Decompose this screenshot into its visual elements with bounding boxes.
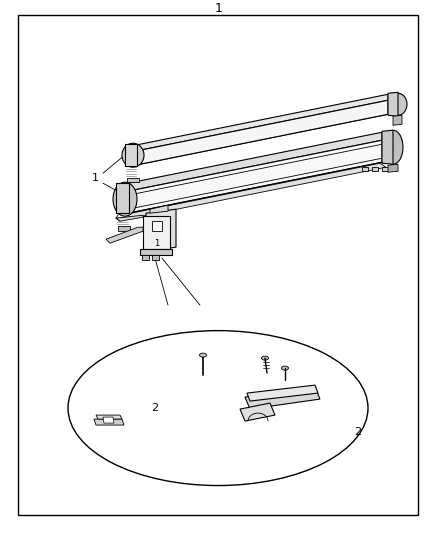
Polygon shape	[94, 419, 124, 425]
Polygon shape	[362, 167, 368, 171]
Polygon shape	[116, 183, 129, 213]
Polygon shape	[382, 167, 388, 171]
Text: 2: 2	[354, 427, 361, 437]
Polygon shape	[116, 215, 143, 221]
Ellipse shape	[68, 330, 368, 486]
Polygon shape	[382, 130, 393, 164]
Polygon shape	[388, 92, 398, 116]
Ellipse shape	[282, 366, 289, 370]
Ellipse shape	[383, 130, 403, 164]
Polygon shape	[126, 163, 386, 218]
Ellipse shape	[199, 353, 206, 357]
Polygon shape	[106, 227, 143, 243]
Polygon shape	[152, 255, 159, 260]
Polygon shape	[128, 140, 382, 213]
Text: 1: 1	[92, 173, 99, 183]
Polygon shape	[135, 94, 388, 151]
Polygon shape	[152, 221, 162, 231]
Polygon shape	[118, 226, 130, 231]
Polygon shape	[142, 255, 149, 260]
Polygon shape	[143, 216, 170, 249]
Text: 1: 1	[215, 2, 223, 15]
Polygon shape	[140, 249, 172, 255]
Polygon shape	[150, 205, 168, 213]
Polygon shape	[96, 415, 122, 419]
Polygon shape	[393, 115, 402, 125]
Polygon shape	[388, 164, 398, 172]
Ellipse shape	[389, 93, 407, 115]
Polygon shape	[146, 209, 176, 251]
Polygon shape	[125, 144, 137, 166]
Polygon shape	[128, 132, 382, 191]
Polygon shape	[127, 178, 139, 182]
Polygon shape	[240, 403, 275, 421]
Ellipse shape	[122, 143, 144, 167]
Ellipse shape	[113, 182, 137, 216]
Polygon shape	[135, 100, 388, 165]
Polygon shape	[247, 385, 318, 401]
Ellipse shape	[261, 356, 268, 360]
Polygon shape	[103, 417, 114, 423]
Polygon shape	[245, 387, 320, 409]
Text: 1: 1	[154, 239, 159, 248]
Text: 2: 2	[152, 403, 159, 413]
Polygon shape	[372, 167, 378, 171]
